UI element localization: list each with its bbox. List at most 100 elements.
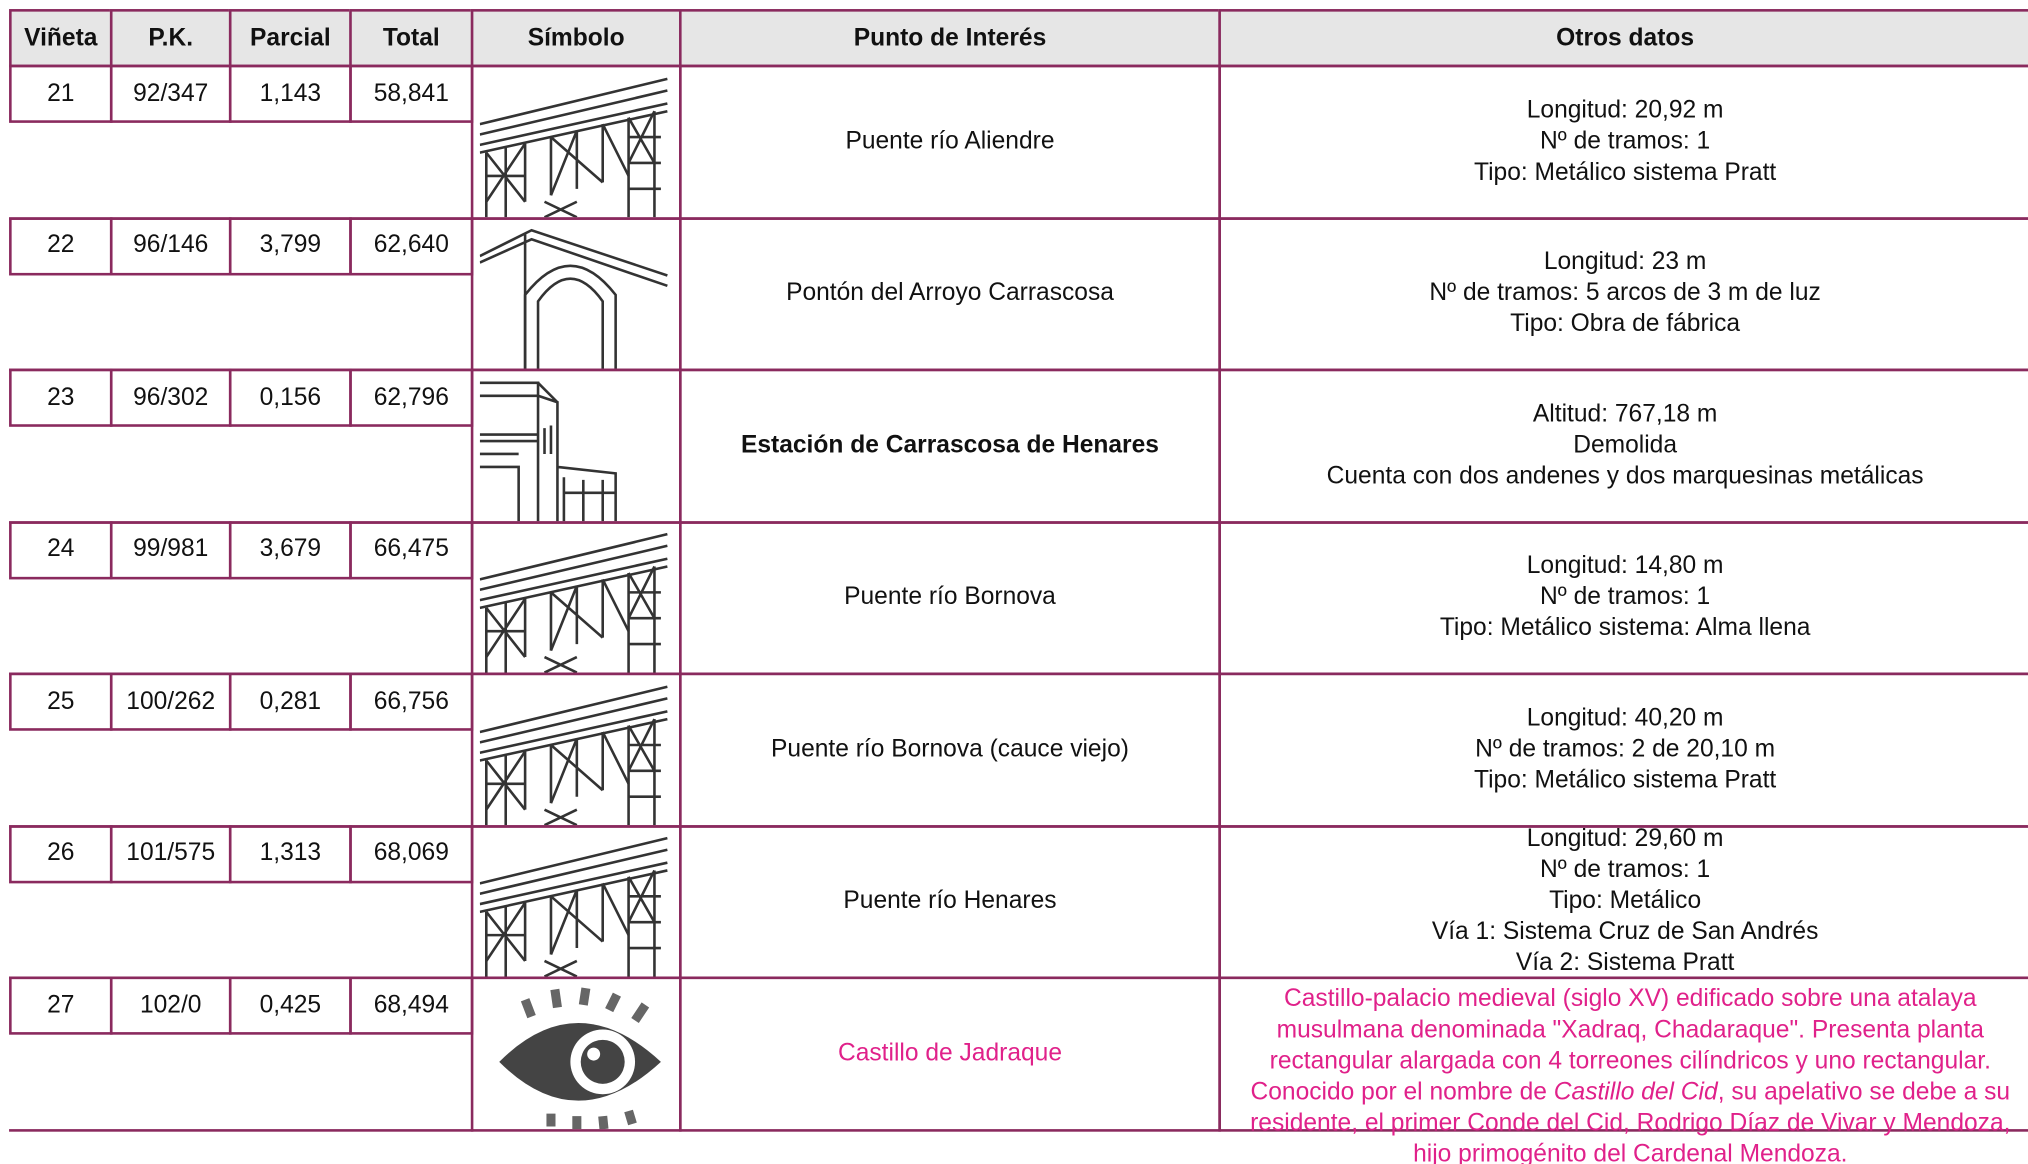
detail-line: Longitud: 23 m	[1543, 248, 1707, 276]
data-cell: 1,143	[228, 64, 352, 123]
data-cell: 66,475	[349, 520, 474, 579]
detail-line: Longitud: 40,20 m	[1526, 704, 1724, 732]
symbol-icon	[479, 76, 669, 217]
cell-text: 102/0	[139, 991, 202, 1019]
cell-text: 23	[47, 383, 75, 411]
symbol-cell	[470, 368, 682, 524]
other-cell: Longitud: 23 m Nº de tramos: 5 arcos de 3…	[1218, 216, 2028, 372]
header-cell: P.K.	[109, 9, 232, 68]
symbol-cell	[470, 976, 682, 1132]
row-rule	[9, 1128, 474, 1132]
cell-text: Otros datos	[1556, 23, 1695, 52]
data-cell: 62,796	[349, 368, 474, 427]
data-cell: 66,756	[349, 672, 474, 731]
cell-text: Puente río Henares	[843, 887, 1057, 915]
cell-text: 0,156	[259, 383, 322, 411]
symbol-icon	[479, 984, 673, 1129]
detail-line: Nº de tramos: 1	[1540, 583, 1711, 611]
symbol-icon	[479, 228, 669, 369]
detail-line: Tipo: Metálico sistema: Alma llena	[1439, 614, 1811, 642]
cell-text: Puente río Bornova	[844, 583, 1056, 611]
data-cell: 92/347	[109, 64, 232, 123]
data-cell: 101/575	[109, 824, 232, 883]
header-cell: Viñeta	[9, 9, 113, 68]
symbol-icon	[479, 380, 617, 521]
cell-text: 27	[47, 991, 75, 1019]
symbol-cell	[470, 216, 682, 372]
detail-line: Nº de tramos: 1	[1540, 127, 1711, 155]
cell-text: 0,425	[259, 991, 322, 1019]
cell-text: 92/347	[133, 79, 209, 107]
cell-text: Castillo de Jadraque	[837, 1039, 1062, 1067]
data-cell: 3,679	[228, 520, 352, 579]
data-cell: 96/146	[109, 216, 232, 275]
symbol-cell	[470, 64, 682, 220]
data-cell: 62,640	[349, 216, 474, 275]
detail-line: Longitud: 29,60 m	[1526, 825, 1724, 853]
detail-line: Altitud: 767,18 m	[1532, 400, 1718, 428]
symbol-icon	[479, 836, 669, 977]
data-cell: 96/302	[109, 368, 232, 427]
other-cell: Longitud: 40,20 m Nº de tramos: 2 de 20,1…	[1218, 672, 2028, 828]
cell-text: Símbolo	[527, 23, 625, 52]
detail-line: Longitud: 20,92 m	[1526, 96, 1724, 124]
description-part: Castillo del Cid	[1553, 1078, 1718, 1106]
cell-text: Total	[382, 23, 440, 52]
data-cell: 58,841	[349, 64, 474, 123]
cell-text: Puente río Aliendre	[845, 127, 1055, 155]
data-cell: 100/262	[109, 672, 232, 731]
header-cell: Punto de Interés	[679, 9, 1221, 68]
data-cell: 23	[9, 368, 113, 427]
data-cell: 21	[9, 64, 113, 123]
cell-text: 101/575	[126, 839, 216, 867]
data-cell: 0,281	[228, 672, 352, 731]
symbol-icon	[479, 532, 669, 673]
cell-text: Punto de Interés	[853, 23, 1047, 52]
cell-text: 3,799	[259, 231, 322, 259]
detail-line: Tipo: Obra de fábrica	[1510, 310, 1741, 338]
cell-text: 1,143	[259, 79, 322, 107]
cell-text: 96/302	[133, 383, 209, 411]
cell-text: 62,796	[373, 383, 449, 411]
description-part: , su apelativo se debe a su residente, e…	[1250, 1078, 2011, 1164]
data-cell: 27	[9, 976, 113, 1035]
cell-text: 62,640	[373, 231, 449, 259]
cell-text: 66,475	[373, 535, 449, 563]
poi-cell: Castillo de Jadraque	[679, 976, 1221, 1132]
data-cell: 0,425	[228, 976, 352, 1035]
poi-cell: Puente río Bornova (cauce viejo)	[679, 672, 1221, 828]
other-cell: Altitud: 767,18 m Demolida Cuenta con dos …	[1218, 368, 2028, 524]
cell-text: 25	[47, 687, 75, 715]
symbol-cell	[470, 824, 682, 980]
data-cell: 26	[9, 824, 113, 883]
header-cell: Símbolo	[470, 9, 682, 68]
data-cell: 99/981	[109, 520, 232, 579]
cell-text: Parcial	[250, 23, 331, 52]
symbol-icon	[479, 684, 669, 825]
data-cell: 102/0	[109, 976, 232, 1035]
cell-text: Pontón del Arroyo Carrascosa	[786, 279, 1114, 307]
header-cell: Parcial	[228, 9, 352, 68]
cell-text: 24	[47, 535, 75, 563]
data-cell: 0,156	[228, 368, 352, 427]
cell-text: 99/981	[133, 535, 209, 563]
symbol-cell	[470, 672, 682, 828]
detail-line: Vía 2: Sistema Pratt	[1515, 949, 1735, 977]
cell-text: 68,494	[373, 991, 449, 1019]
other-cell: Longitud: 14,80 m Nº de tramos: 1 Tipo: Me…	[1218, 520, 2028, 676]
cell-text: 100/262	[126, 687, 216, 715]
detail-line: Nº de tramos: 5 arcos de 3 m de luz	[1429, 279, 1821, 307]
other-cell: Longitud: 20,92 m Nº de tramos: 1 Tipo: Me…	[1218, 64, 2028, 220]
description-part: Castillo-palacio medieval (siglo XV) edi…	[1250, 985, 1991, 1106]
symbol-cell	[470, 520, 682, 676]
data-cell: 3,799	[228, 216, 352, 275]
cell-text: 66,756	[373, 687, 449, 715]
poi-cell: Puente río Aliendre	[679, 64, 1221, 220]
detail-line: Nº de tramos: 2 de 20,10 m	[1475, 735, 1776, 763]
cell-text: Viñeta	[24, 23, 98, 52]
data-cell: 22	[9, 216, 113, 275]
cell-text: 1,313	[259, 839, 322, 867]
cell-text: 68,069	[373, 839, 449, 867]
detail-line: Cuenta con dos andenes y dos marquesinas…	[1326, 462, 1924, 490]
cell-text: P.K.	[148, 23, 194, 52]
